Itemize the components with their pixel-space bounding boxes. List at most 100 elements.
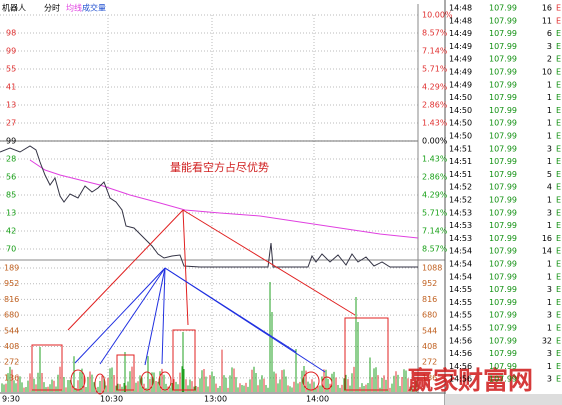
tick-time: 14:48 [449,4,472,13]
tick-side: E [556,16,561,25]
tick-volume: 1 [547,93,552,102]
tick-side: E [556,362,561,371]
pct-label: 4.29% [422,83,448,92]
pct-label: 4.29% [422,191,448,200]
volume-label: 408 [4,342,19,351]
tick-time: 14:49 [449,55,472,64]
tick-time: 14:53 [449,208,472,217]
price-label: 41 [6,83,16,92]
volume-label: 816 [422,295,437,304]
volume-label: 272 [4,358,19,367]
tick-volume: 1 [547,362,552,371]
tick-side: E [556,311,561,320]
tick-price: 107.99 [489,55,517,64]
pct-label: 10.00% [422,11,453,20]
tick-volume: 1 [547,106,552,115]
volume-label: 272 [422,358,437,367]
tick-time: 14:52 [449,183,472,192]
tick-side: E [556,298,561,307]
time-label: 10:30 [100,395,123,404]
tick-side: E [556,247,561,256]
tick-price: 107.99 [489,285,517,294]
pct-label: 5.71% [422,209,448,218]
tick-time: 14:51 [449,144,472,153]
tick-volume: 2 [547,55,552,64]
blue-annotations [74,267,326,373]
tick-volume: 10 [542,68,552,77]
tick-side: E [556,375,561,384]
tick-price: 107.99 [489,234,517,243]
price-label: 13 [6,209,16,218]
tick-price: 107.99 [489,157,517,166]
tick-volume: 1 [547,298,552,307]
tick-volume: 3 [547,285,552,294]
chart-labels: 机器人 分时 均线 成交量 10.00% 8.57% 7.14% 5.71% 4.29% 2.86… [2,3,453,404]
tick-volume: 3 [547,375,552,384]
tick-side: E [556,221,561,230]
tick-price: 107.99 [489,183,517,192]
tick-side: E [556,285,561,294]
tick-time: 14:55 [449,285,472,294]
tick-time: 14:51 [449,170,472,179]
tick-side: E [556,68,561,77]
tick-time: 14:49 [449,42,472,51]
tick-volume: 1 [547,132,552,141]
volume-label: 816 [4,295,19,304]
tick-time: 14:50 [449,119,472,128]
tick-price: 107.99 [489,4,517,13]
tick-time: 14:56 [449,349,472,358]
tick-time: 14:54 [449,247,472,256]
tick-side: E [556,93,561,102]
tick-side: E [556,324,561,333]
tick-time: 14:55 [449,311,472,320]
tick-volume: 4 [547,183,552,192]
tick-volume: 5 [547,170,552,179]
pct-label: 8.57% [422,245,448,254]
tick-time: 14:51 [449,157,472,166]
tick-volume: 1 [547,80,552,89]
watermark: 赢家财富网 [408,366,533,395]
red-annotations [31,209,389,395]
tick-side: E [556,106,561,115]
tab-bar [445,394,562,405]
tick-side: E [556,144,561,153]
tick-side: E [556,119,561,128]
tick-side: E [556,4,561,13]
tick-side: E [556,42,561,51]
tick-volume: 1 [547,157,552,166]
tick-volume: 1 [547,324,552,333]
tick-time: 14:55 [449,324,472,333]
tick-side: E [556,196,561,205]
tick-side: E [556,208,561,217]
price-label: 98 [6,29,16,38]
tick-price: 107.99 [489,80,517,89]
price-label: 27 [6,119,16,128]
time-label: 13:00 [204,395,227,404]
pct-label: 7.14% [422,47,448,56]
toolbar-item[interactable]: 机器人 [2,3,26,13]
pct-label: 7.14% [422,227,448,236]
tick-volume: 3 [547,311,552,320]
tick-volume: 3 [547,144,552,153]
tick-price: 107.99 [489,144,517,153]
volume-label: 189 [4,264,19,273]
volume-label: 680 [422,311,437,320]
tick-volume: 6 [547,29,552,38]
tick-price: 107.99 [489,93,517,102]
toolbar-item[interactable]: 均线 [66,3,82,13]
tick-volume: 3 [547,42,552,51]
tick-side: E [556,157,561,166]
tick-time: 14:53 [449,221,472,230]
toolbar-item[interactable]: 分时 [44,3,60,13]
tick-time: 14:55 [449,298,472,307]
price-label: 42 [6,227,16,236]
toolbar-item[interactable]: 成交量 [82,3,106,13]
tick-volume: 1 [547,119,552,128]
tick-price: 107.99 [489,247,517,256]
tick-volume: 16 [542,4,552,13]
tick-side: E [556,29,561,38]
volume-label: 952 [4,279,19,288]
volume-label: 544 [422,326,437,335]
volume-label: 1088 [422,264,442,273]
tick-time: 14:56 [449,375,472,384]
